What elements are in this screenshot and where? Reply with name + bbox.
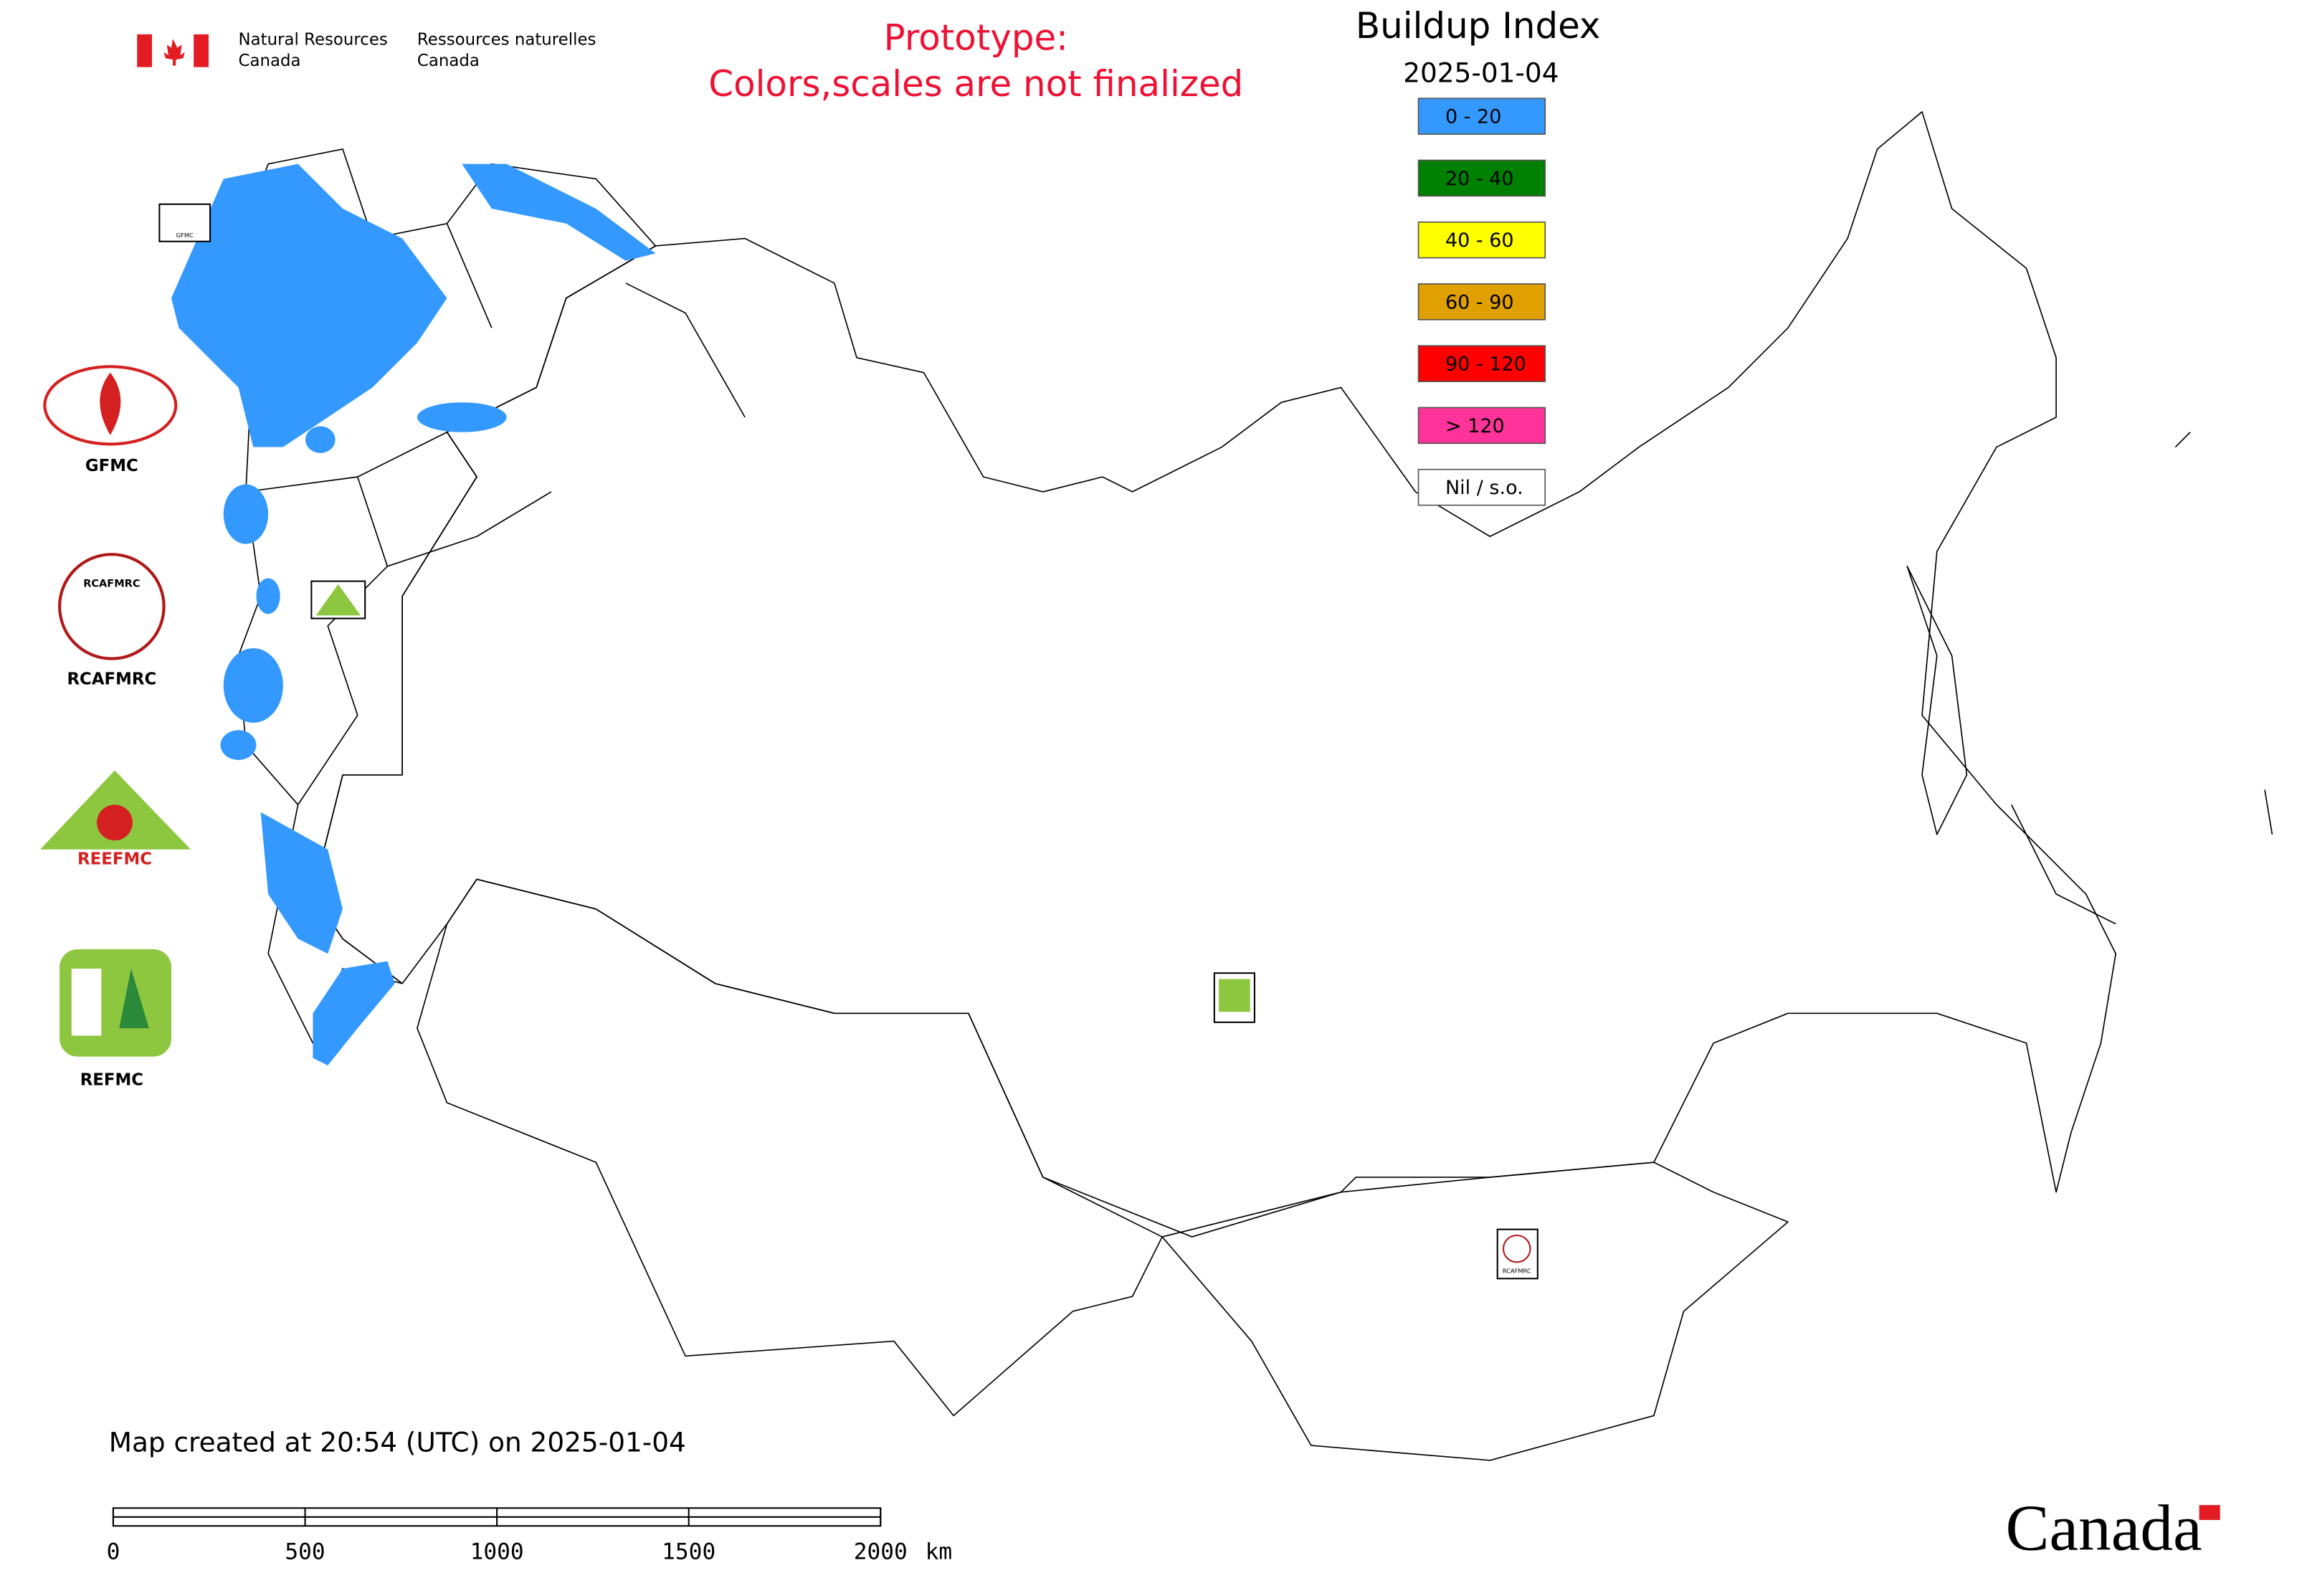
- legend-swatch: [1417, 407, 1546, 445]
- legend: 0 - 20 20 - 40 40 - 60 60 - 90 90 - 120 > 120…: [1417, 98, 1546, 506]
- index-patch: [171, 163, 447, 447]
- legend-title: Buildup Index: [1356, 5, 1601, 47]
- scale-label: 1500: [662, 1539, 715, 1565]
- notice: Colors,scales are not finalized: [708, 63, 1243, 105]
- wordmark-flag: [2199, 1505, 2220, 1520]
- borders: [237, 111, 2273, 1461]
- agency-en: Canada: [239, 52, 301, 70]
- created-note: Map created at 20:54 (UTC) on 2025-01-04: [109, 1426, 686, 1458]
- scale-bar: 0 500 1000 1500 2000 km: [107, 1507, 953, 1565]
- index-patch: [462, 163, 656, 261]
- wordmark: Canada: [2005, 1492, 2202, 1564]
- legend-date: 2025-01-04: [1403, 57, 1559, 88]
- index-patch: [256, 578, 280, 614]
- legend-swatch: [1417, 221, 1546, 259]
- agency-fr: Ressources naturelles: [417, 31, 596, 49]
- scale-label: 1000: [470, 1539, 524, 1565]
- legend-label: 20 - 40: [1445, 168, 1514, 190]
- index-patches: [171, 163, 656, 1066]
- index-patch: [223, 484, 269, 544]
- index-patch: [220, 730, 257, 761]
- legend-label: > 120: [1445, 415, 1505, 437]
- logo-text: RCAFMRC: [83, 579, 140, 590]
- agency-fr: Canada: [417, 52, 480, 70]
- legend-label: Nil / s.o.: [1445, 477, 1523, 499]
- canada-flag: [137, 34, 209, 67]
- side-logos: GFMC RCAFMRC RCAFMRC REEFMC REFMC: [40, 365, 191, 1089]
- scale-label: 2000: [854, 1539, 908, 1565]
- scale-label: 500: [285, 1539, 325, 1565]
- legend-swatch: [1417, 98, 1546, 135]
- logo-label: GFMC: [85, 457, 138, 475]
- index-patch: [313, 961, 395, 1066]
- index-patch: [260, 812, 343, 954]
- legend-swatch: [1417, 159, 1546, 197]
- index-patch: [417, 402, 507, 432]
- index-patch: [305, 426, 336, 453]
- scale-label: 0: [107, 1539, 120, 1565]
- legend-swatch: [1417, 283, 1546, 320]
- marker-label: RCAFMRC: [1503, 1267, 1531, 1274]
- notice: Prototype:: [884, 17, 1068, 59]
- legend-label: 60 - 90: [1445, 291, 1514, 313]
- agency-en: Natural Resources: [239, 31, 388, 49]
- index-patch: [223, 648, 283, 723]
- logo-label: REEFMC: [77, 850, 152, 869]
- logo-label: REFMC: [80, 1070, 143, 1089]
- map-markers: GFMC RCAFMRC: [158, 203, 1538, 1280]
- scale-unit: km: [926, 1539, 953, 1565]
- marker-label: GFMC: [176, 232, 194, 239]
- legend-swatch: [1417, 345, 1546, 382]
- legend-label: 40 - 60: [1445, 229, 1514, 252]
- legend-label: 0 - 20: [1445, 106, 1501, 128]
- logo-label: RCAFMRC: [67, 670, 156, 688]
- legend-swatch: [1417, 468, 1546, 506]
- legend-label: 90 - 120: [1445, 353, 1526, 376]
